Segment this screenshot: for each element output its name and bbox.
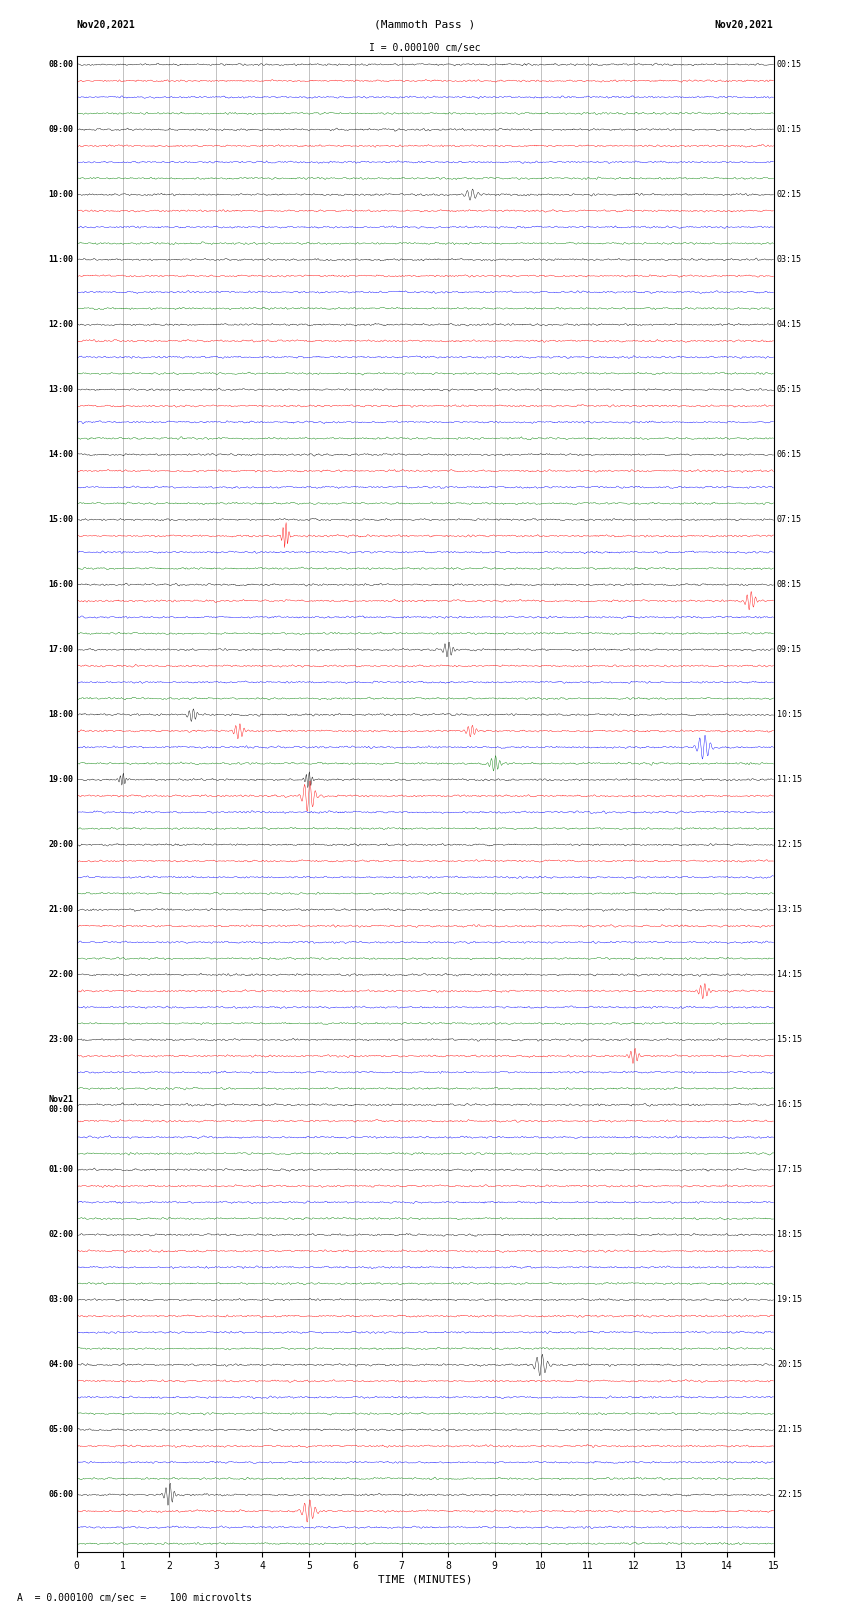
Text: 04:15: 04:15 — [777, 319, 802, 329]
Text: 19:15: 19:15 — [777, 1295, 802, 1305]
Text: 10:00: 10:00 — [48, 190, 73, 198]
Text: 05:00: 05:00 — [48, 1426, 73, 1434]
Text: 09:00: 09:00 — [48, 126, 73, 134]
Text: 08:15: 08:15 — [777, 581, 802, 589]
Text: 23:00: 23:00 — [48, 1036, 73, 1044]
Text: 14:15: 14:15 — [777, 971, 802, 979]
Text: 21:00: 21:00 — [48, 905, 73, 915]
Text: 15:00: 15:00 — [48, 515, 73, 524]
Text: 03:00: 03:00 — [48, 1295, 73, 1305]
Text: A  = 0.000100 cm/sec =    100 microvolts: A = 0.000100 cm/sec = 100 microvolts — [17, 1594, 252, 1603]
Text: 05:15: 05:15 — [777, 386, 802, 394]
Text: 14:00: 14:00 — [48, 450, 73, 460]
X-axis label: TIME (MINUTES): TIME (MINUTES) — [377, 1574, 473, 1584]
Text: 00:15: 00:15 — [777, 60, 802, 69]
Text: Nov20,2021: Nov20,2021 — [76, 19, 135, 29]
Text: 19:00: 19:00 — [48, 776, 73, 784]
Text: 02:00: 02:00 — [48, 1231, 73, 1239]
Text: Nov20,2021: Nov20,2021 — [715, 19, 774, 29]
Text: 06:15: 06:15 — [777, 450, 802, 460]
Text: 16:00: 16:00 — [48, 581, 73, 589]
Text: (Mammoth Pass ): (Mammoth Pass ) — [374, 19, 476, 29]
Text: 07:15: 07:15 — [777, 515, 802, 524]
Text: 13:15: 13:15 — [777, 905, 802, 915]
Text: I = 0.000100 cm/sec: I = 0.000100 cm/sec — [369, 44, 481, 53]
Text: 22:15: 22:15 — [777, 1490, 802, 1500]
Text: 09:15: 09:15 — [777, 645, 802, 655]
Text: 10:15: 10:15 — [777, 710, 802, 719]
Text: 04:00: 04:00 — [48, 1360, 73, 1369]
Text: 12:15: 12:15 — [777, 840, 802, 848]
Text: 22:00: 22:00 — [48, 971, 73, 979]
Text: 18:00: 18:00 — [48, 710, 73, 719]
Text: 17:00: 17:00 — [48, 645, 73, 655]
Text: 06:00: 06:00 — [48, 1490, 73, 1500]
Text: 15:15: 15:15 — [777, 1036, 802, 1044]
Text: 18:15: 18:15 — [777, 1231, 802, 1239]
Text: 01:00: 01:00 — [48, 1165, 73, 1174]
Text: 08:00: 08:00 — [48, 60, 73, 69]
Text: 17:15: 17:15 — [777, 1165, 802, 1174]
Text: 20:15: 20:15 — [777, 1360, 802, 1369]
Text: 11:00: 11:00 — [48, 255, 73, 265]
Text: Nov21
00:00: Nov21 00:00 — [48, 1095, 73, 1115]
Text: 12:00: 12:00 — [48, 319, 73, 329]
Text: 16:15: 16:15 — [777, 1100, 802, 1110]
Text: 20:00: 20:00 — [48, 840, 73, 848]
Text: 03:15: 03:15 — [777, 255, 802, 265]
Text: 21:15: 21:15 — [777, 1426, 802, 1434]
Text: 13:00: 13:00 — [48, 386, 73, 394]
Text: 02:15: 02:15 — [777, 190, 802, 198]
Text: 11:15: 11:15 — [777, 776, 802, 784]
Text: 01:15: 01:15 — [777, 126, 802, 134]
